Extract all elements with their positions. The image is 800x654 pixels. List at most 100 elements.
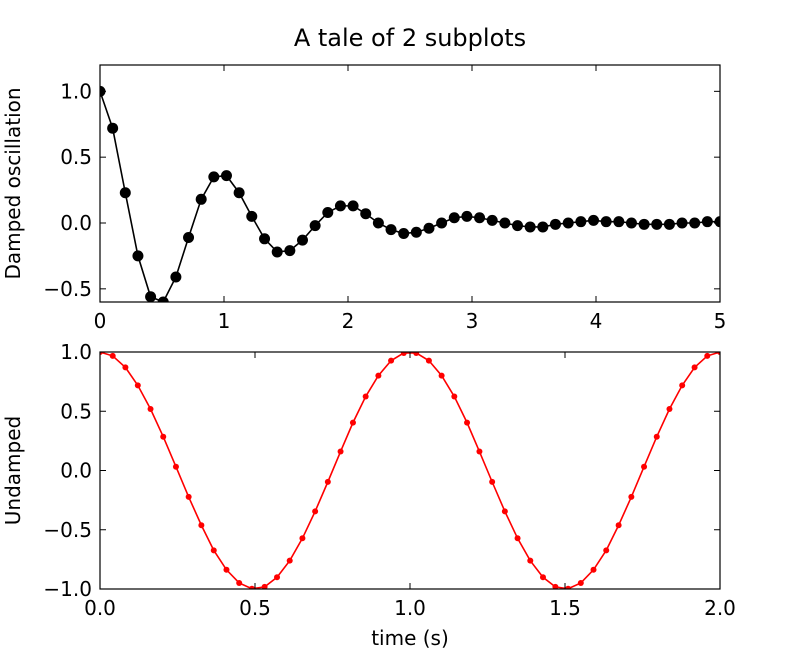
series-line (100, 352, 720, 589)
x-tick-label: 0.0 (84, 596, 116, 620)
data-point (337, 448, 344, 455)
data-point (689, 217, 701, 229)
x-tick-label: 0.5 (239, 596, 271, 620)
data-point (628, 493, 635, 500)
data-point (476, 448, 483, 455)
data-point (489, 478, 496, 485)
data-point (524, 221, 536, 233)
data-point (274, 574, 281, 581)
data-point (160, 433, 167, 440)
data-point (172, 463, 179, 470)
data-point (663, 218, 675, 230)
data-point (438, 372, 445, 379)
data-point (119, 187, 131, 199)
data-point (309, 220, 321, 232)
axes-frame (99, 64, 721, 303)
data-point (372, 217, 384, 229)
data-point (246, 210, 258, 222)
data-point (410, 226, 422, 238)
data-point (474, 212, 486, 224)
data-point (565, 585, 572, 589)
x-tick-label: 1.5 (549, 596, 581, 620)
data-point (385, 224, 397, 236)
x-tick-label: 1.0 (394, 596, 426, 620)
data-point (651, 218, 663, 230)
data-point (362, 393, 369, 400)
data-point (464, 419, 471, 426)
data-point (527, 557, 534, 564)
plot-area (100, 85, 720, 302)
data-point (653, 433, 660, 440)
data-point (375, 372, 382, 379)
chart-title: A tale of 2 subplots (294, 24, 526, 52)
data-point (501, 508, 508, 515)
y-tick-label: −1.0 (43, 577, 92, 601)
data-point (261, 583, 268, 589)
data-point (539, 574, 546, 581)
data-point (248, 585, 255, 589)
data-point (170, 271, 182, 283)
data-point (514, 535, 521, 542)
data-point (603, 547, 610, 554)
data-point (486, 214, 498, 226)
data-point (107, 122, 119, 134)
data-point (701, 216, 713, 228)
data-point (220, 170, 232, 182)
data-point (223, 566, 230, 573)
data-point (638, 218, 650, 230)
x-tick-label: 1 (218, 309, 231, 333)
y-tick-label: 1.0 (60, 340, 92, 364)
data-point (349, 419, 356, 426)
data-point (210, 547, 217, 554)
y-tick-label: 0.0 (60, 211, 92, 235)
data-point (312, 508, 319, 515)
data-point (461, 210, 473, 222)
data-point (615, 522, 622, 529)
data-point (436, 217, 448, 229)
data-point (183, 231, 195, 243)
data-point (641, 463, 648, 470)
data-point (236, 579, 243, 586)
data-point (157, 296, 169, 302)
data-point (676, 217, 688, 229)
data-point (448, 212, 460, 224)
data-point (413, 352, 420, 356)
x-tick-label: 2 (342, 309, 355, 333)
series-line (100, 91, 720, 302)
data-point (185, 493, 192, 500)
y-axis-label: Damped oscillation (1, 87, 25, 279)
data-point (400, 352, 407, 356)
data-point (613, 216, 625, 228)
data-point (284, 245, 296, 257)
data-point (704, 352, 711, 359)
y-tick-label: −0.5 (43, 277, 92, 301)
data-point (562, 217, 574, 229)
y-axis-label: Undamped (1, 416, 25, 525)
data-point (299, 535, 306, 542)
data-point (714, 216, 720, 228)
data-point (398, 228, 410, 240)
data-point (425, 357, 432, 364)
data-point (499, 217, 511, 229)
data-point (100, 352, 103, 355)
data-point (259, 233, 271, 245)
axes-frame (99, 351, 721, 590)
data-point (195, 193, 207, 205)
data-point (109, 352, 116, 359)
y-tick-label: −0.5 (43, 518, 92, 542)
data-point (233, 187, 245, 199)
data-point (717, 352, 720, 355)
data-point (145, 291, 157, 302)
data-point (691, 364, 698, 371)
data-point (322, 206, 334, 218)
data-point (625, 217, 637, 229)
data-point (132, 250, 144, 262)
data-point (679, 382, 686, 389)
y-tick-label: 0.5 (60, 145, 92, 169)
data-point (334, 200, 346, 212)
data-point (423, 222, 435, 234)
data-point (588, 214, 600, 226)
data-point (208, 171, 220, 183)
